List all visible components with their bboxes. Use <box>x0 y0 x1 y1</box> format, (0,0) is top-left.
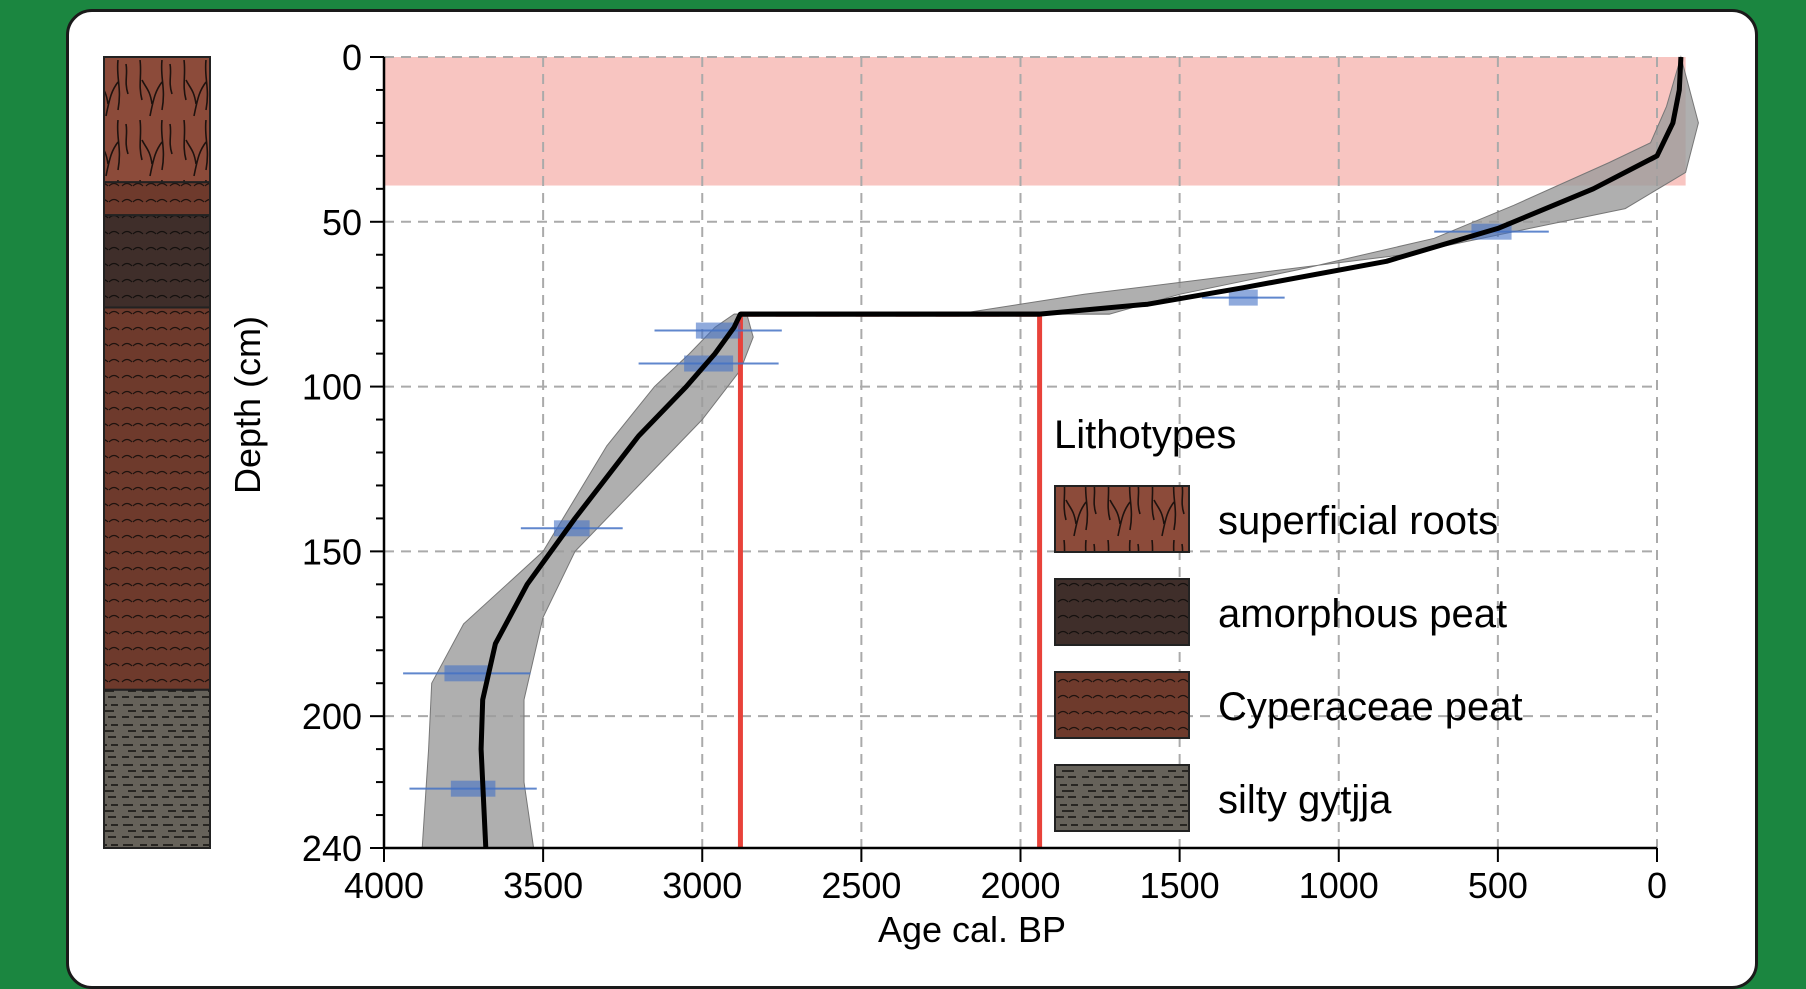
x-axis-label: Age cal. BP <box>878 909 1066 950</box>
strat-layer-amorphous <box>103 214 211 309</box>
legend-swatch-cyperaceae-peat <box>1054 671 1190 739</box>
legend-label-superficial-roots: superficial roots <box>1218 499 1498 543</box>
excluded-zone-layer <box>384 57 1686 186</box>
x-tick-label: 2500 <box>821 865 901 906</box>
x-tick-label: 2000 <box>980 865 1060 906</box>
legend-label-silty-gytjja: silty gytjja <box>1218 778 1392 822</box>
y-tick-label: 200 <box>302 696 362 737</box>
legend-label-cyperaceae-peat: Cyperaceae peat <box>1218 685 1523 729</box>
dated-sample <box>654 322 782 339</box>
strat-layer-superficial-roots <box>103 56 211 184</box>
x-tick-label: 500 <box>1468 865 1528 906</box>
x-tick-label: 3500 <box>503 865 583 906</box>
y-axis-label: Depth (cm) <box>227 316 268 494</box>
strat-layer-cyperaceae <box>103 181 211 217</box>
x-tick-label: 1000 <box>1299 865 1379 906</box>
stratigraphic-column <box>103 56 211 849</box>
legend-swatch-amorphous-peat <box>1054 578 1190 646</box>
strat-layer-cyperaceae <box>103 306 211 691</box>
legend-label-amorphous-peat: amorphous peat <box>1218 592 1507 636</box>
x-tick-label: 1500 <box>1140 865 1220 906</box>
y-tick-label: 0 <box>342 37 362 78</box>
model-line-lower <box>478 311 1040 849</box>
y-tick-label: 150 <box>302 531 362 572</box>
legend-swatch-superficial-roots <box>1054 485 1190 553</box>
legend: Lithotypes superficial roots amorphous p… <box>1054 413 1523 832</box>
x-tick-label: 4000 <box>344 865 424 906</box>
hiatus-layer <box>737 311 1043 848</box>
legend-swatch-silty-gytjja <box>1054 764 1190 832</box>
x-tick-label: 0 <box>1647 865 1667 906</box>
uncertainty-band-lower <box>421 313 1110 849</box>
model-line-upper <box>740 56 1684 317</box>
excluded-zone <box>384 57 1686 186</box>
model-line-layer <box>478 56 1684 849</box>
legend-title: Lithotypes <box>1054 413 1236 457</box>
strat-layer-silty-gytjja <box>103 688 211 849</box>
dated-sample <box>403 665 531 682</box>
y-tick-label: 50 <box>322 202 362 243</box>
y-tick-label: 240 <box>302 828 362 869</box>
dated-sample <box>1201 289 1285 306</box>
y-tick-label: 100 <box>302 367 362 408</box>
x-tick-label: 3000 <box>662 865 742 906</box>
